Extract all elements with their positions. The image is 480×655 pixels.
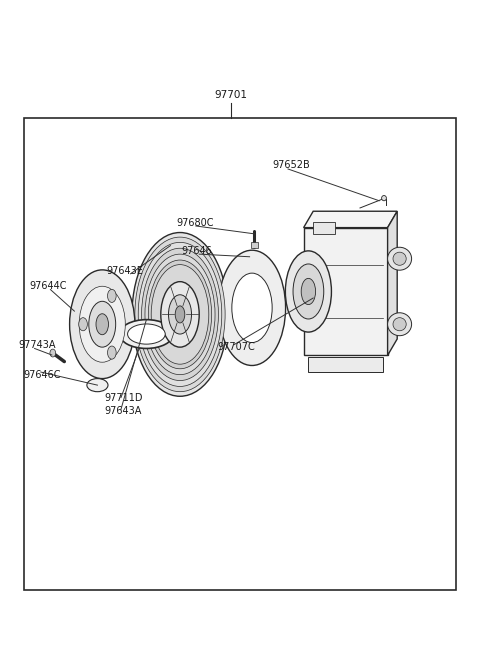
Ellipse shape <box>142 248 218 381</box>
Ellipse shape <box>301 278 316 305</box>
Ellipse shape <box>232 273 272 343</box>
Polygon shape <box>303 227 388 355</box>
Ellipse shape <box>132 233 228 396</box>
Ellipse shape <box>388 313 412 335</box>
Ellipse shape <box>151 265 209 364</box>
Ellipse shape <box>96 314 108 335</box>
Ellipse shape <box>388 247 412 270</box>
Bar <box>251 242 258 248</box>
Ellipse shape <box>382 195 386 200</box>
Text: 97652B: 97652B <box>273 160 311 170</box>
Ellipse shape <box>168 295 192 334</box>
Ellipse shape <box>79 286 125 362</box>
Ellipse shape <box>135 237 225 392</box>
Text: 97643E: 97643E <box>107 265 144 276</box>
Text: 97644C: 97644C <box>30 281 67 291</box>
Ellipse shape <box>87 379 108 392</box>
Ellipse shape <box>70 270 135 379</box>
Text: 97707C: 97707C <box>217 342 255 352</box>
Text: 97701: 97701 <box>215 90 248 100</box>
FancyBboxPatch shape <box>24 118 456 590</box>
Ellipse shape <box>128 324 165 344</box>
Ellipse shape <box>50 349 56 357</box>
Ellipse shape <box>79 318 87 331</box>
Bar <box>313 222 335 234</box>
Ellipse shape <box>218 250 286 365</box>
Polygon shape <box>303 211 397 227</box>
Ellipse shape <box>89 301 116 347</box>
Text: 97643A: 97643A <box>105 406 142 417</box>
Ellipse shape <box>138 242 222 386</box>
Ellipse shape <box>120 320 173 348</box>
Ellipse shape <box>393 252 406 265</box>
Polygon shape <box>388 211 397 355</box>
Ellipse shape <box>148 260 212 369</box>
Ellipse shape <box>175 306 185 323</box>
Text: 97743A: 97743A <box>18 340 56 350</box>
Ellipse shape <box>393 318 406 331</box>
Text: 97680C: 97680C <box>177 217 214 228</box>
Ellipse shape <box>285 251 331 332</box>
Ellipse shape <box>145 254 215 375</box>
Ellipse shape <box>161 282 199 347</box>
Text: 97646: 97646 <box>181 246 212 256</box>
Bar <box>308 357 383 371</box>
Ellipse shape <box>108 346 116 359</box>
Text: 97646C: 97646C <box>23 369 60 380</box>
Ellipse shape <box>293 264 324 319</box>
Ellipse shape <box>108 290 116 303</box>
Text: 97711D: 97711D <box>105 392 143 403</box>
